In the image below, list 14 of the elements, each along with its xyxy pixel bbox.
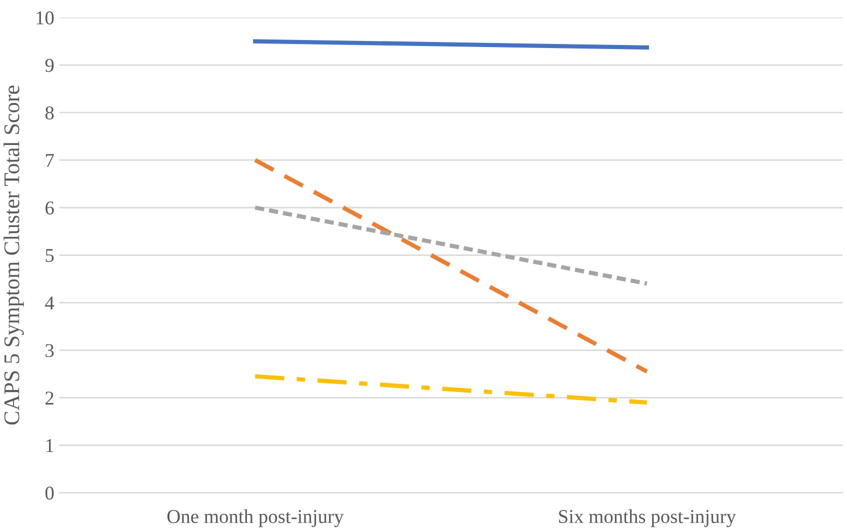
y-axis-title: CAPS 5 Symptom Cluster Total Score — [4, 86, 24, 425]
y-tick-label: 0 — [45, 486, 54, 500]
y-tick-label: 2 — [46, 392, 54, 404]
y-tick-label: 9 — [45, 58, 54, 72]
y-tick-label: 3 — [46, 344, 54, 358]
x-tick-label: Six months post-injury — [559, 509, 736, 528]
y-tick-label: 6 — [46, 201, 54, 215]
y-tick-label: 7 — [46, 154, 54, 167]
y-tick-label: 8 — [45, 106, 54, 120]
y-tick-label: 5 — [46, 249, 54, 262]
x-tick-label: One month post-injury — [167, 509, 344, 528]
y-tick-label: 1 — [46, 439, 54, 452]
y-tick-label: 4 — [45, 296, 54, 310]
y-tick-label: 10 — [36, 11, 54, 24]
